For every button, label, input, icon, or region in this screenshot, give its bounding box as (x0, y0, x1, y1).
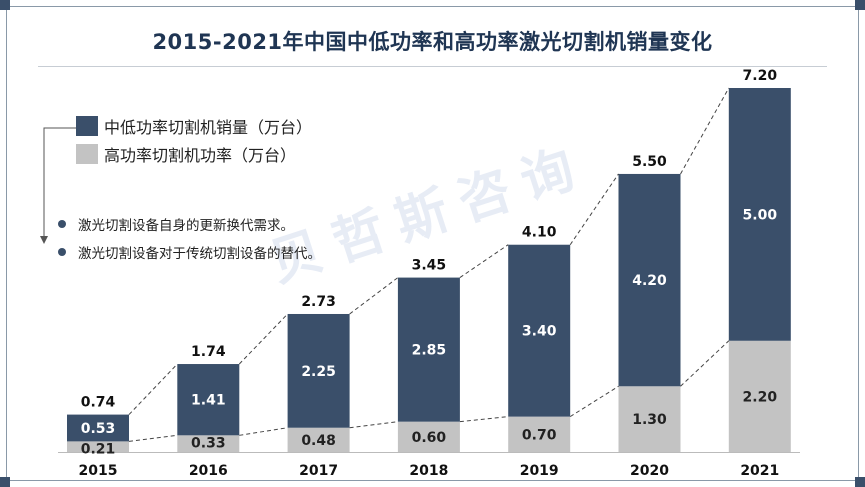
legend: 中低功率切割机销量（万台） 高功率切割机功率（万台） (76, 114, 312, 170)
x-tick-label: 2017 (299, 463, 338, 479)
bar-label-low-mid-power: 1.41 (191, 393, 226, 409)
trend-line-total (680, 87, 730, 175)
bracket-arrow-icon (40, 127, 76, 244)
bar-low-mid-power (397, 277, 460, 422)
x-tick-label: 2020 (630, 463, 669, 479)
trend-line-high-power (680, 340, 730, 387)
legend-label-high: 高功率切割机功率（万台） (104, 146, 297, 165)
note-text: 激光切割设备对于传统切割设备的替代。 (78, 246, 321, 262)
bar-label-high-power: 0.60 (412, 430, 447, 446)
notes-list: 激光切割设备自身的更新换代需求。 激光切割设备对于传统切割设备的替代。 (58, 214, 321, 270)
bar-high-power (177, 435, 240, 452)
bar-label-total: 2.73 (301, 294, 336, 310)
frame-bottom-line (10, 480, 855, 481)
bar-label-total: 5.50 (632, 154, 667, 170)
bar-label-low-mid-power: 3.40 (522, 324, 557, 340)
bar-label-high-power: 0.33 (191, 435, 226, 451)
trend-line-high-power (349, 421, 398, 429)
bar-label-high-power: 0.48 (301, 433, 336, 449)
frame-top-line (10, 6, 855, 7)
bar-label-high-power: 0.21 (81, 441, 116, 457)
frame-left-line (6, 10, 7, 477)
bar-low-mid-power (287, 313, 350, 428)
bar-label-high-power: 2.20 (743, 389, 778, 405)
legend-label-low-mid: 中低功率切割机销量（万台） (104, 118, 313, 137)
trend-line-total (128, 363, 178, 415)
bar-label-total: 3.45 (412, 258, 447, 274)
trend-line-high-power (459, 416, 509, 423)
bar-label-low-mid-power: 2.85 (412, 343, 447, 359)
legend-item-high: 高功率切割机功率（万台） (76, 142, 312, 166)
trend-line-total (569, 173, 619, 246)
note-item: 激光切割设备自身的更新换代需求。 (58, 214, 321, 234)
trend-line-high-power (128, 434, 178, 442)
bar-low-mid-power (67, 414, 129, 442)
bar-label-high-power: 0.70 (522, 427, 557, 443)
bar-low-mid-power (618, 173, 681, 387)
bar-label-low-mid-power: 4.20 (632, 273, 667, 289)
corner-top-left (0, 0, 10, 10)
trend-line-high-power (569, 385, 619, 418)
note-text: 激光切割设备自身的更新换代需求。 (78, 218, 294, 234)
bar-high-power (618, 386, 681, 452)
x-tick-label: 2015 (79, 463, 118, 479)
trend-line-total (459, 244, 509, 278)
bar-low-mid-power (728, 88, 791, 341)
bullet-icon (58, 248, 66, 256)
legend-swatch-high (76, 144, 98, 164)
chart-title: 2015-2021年中国中低功率和高功率激光切割机销量变化 (152, 30, 713, 54)
x-tick-label: 2019 (520, 463, 559, 479)
bar-high-power (397, 421, 460, 452)
legend-item-low-mid: 中低功率切割机销量（万台） (76, 114, 312, 138)
bar-low-mid-power (177, 364, 240, 436)
note-item: 激光切割设备对于传统切割设备的替代。 (58, 242, 321, 262)
bullet-icon (58, 220, 66, 228)
trend-line-total (349, 277, 399, 315)
bar-high-power (728, 340, 791, 452)
x-tick-label: 2016 (189, 463, 228, 479)
x-tick-label: 2018 (409, 463, 448, 479)
corner-bottom-right (855, 477, 865, 487)
bar-high-power (287, 427, 350, 452)
bar-label-high-power: 1.30 (632, 412, 667, 428)
bar-label-total: 7.20 (743, 68, 778, 84)
bar-label-total: 4.10 (522, 225, 557, 241)
bar-label-low-mid-power: 2.25 (301, 364, 336, 380)
bar-label-low-mid-power: 5.00 (743, 207, 778, 223)
x-tick-label: 2021 (740, 463, 779, 479)
bar-label-total: 0.74 (81, 395, 116, 411)
bar-low-mid-power (508, 244, 571, 417)
frame-right-line (858, 10, 859, 477)
legend-swatch-low-mid (76, 116, 98, 136)
trend-line-high-power (239, 427, 288, 436)
bar-high-power (508, 416, 571, 452)
bar-high-power (67, 441, 129, 452)
bar-label-low-mid-power: 0.53 (81, 421, 116, 437)
trend-line-total (238, 313, 288, 365)
bar-label-total: 1.74 (191, 344, 226, 360)
corner-top-right (855, 0, 865, 10)
title-divider (38, 66, 827, 67)
corner-bottom-left (0, 477, 10, 487)
